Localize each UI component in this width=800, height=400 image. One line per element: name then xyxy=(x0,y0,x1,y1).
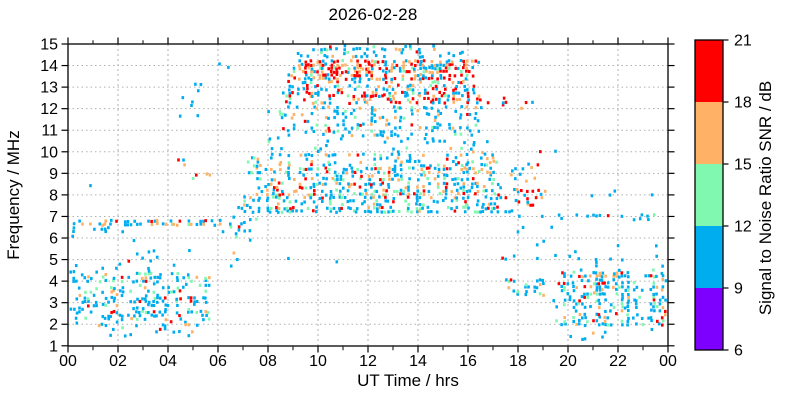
y-tick-label: 7 xyxy=(49,209,58,226)
chart-title: 2026-02-28 xyxy=(328,5,418,24)
y-tick-label: 12 xyxy=(40,101,58,118)
y-tick-label: 6 xyxy=(49,231,58,248)
y-tick-label: 9 xyxy=(49,166,58,183)
colorbar-segment xyxy=(695,102,723,164)
y-tick-label: 3 xyxy=(49,295,58,312)
x-tick-label: 22 xyxy=(609,353,627,370)
colorbar-tick-label: 12 xyxy=(734,219,752,236)
y-tick-label: 14 xyxy=(40,58,58,75)
colorbar-segment xyxy=(695,226,723,288)
colorbar-segment xyxy=(695,40,723,102)
colorbar-tick-label: 6 xyxy=(734,343,743,360)
y-tick-label: 10 xyxy=(40,144,58,161)
grid-lines xyxy=(68,44,668,346)
y-tick-label: 4 xyxy=(49,274,58,291)
x-axis-label: UT Time / hrs xyxy=(357,371,459,390)
x-tick-label: 10 xyxy=(309,353,327,370)
y-tick-label: 15 xyxy=(40,37,58,54)
y-tick-label: 8 xyxy=(49,187,58,204)
x-tick-label: 00 xyxy=(659,353,677,370)
colorbar-tick-label: 18 xyxy=(734,95,752,112)
x-tick-label: 08 xyxy=(259,353,277,370)
colorbar-segment xyxy=(695,164,723,226)
x-tick-label: 16 xyxy=(459,353,477,370)
x-tick-label: 18 xyxy=(509,353,527,370)
x-tick-label: 12 xyxy=(359,353,377,370)
y-tick-label: 2 xyxy=(49,317,58,334)
scatter-points-layer xyxy=(69,44,668,341)
colorbar-segment xyxy=(695,288,723,350)
x-tick-label: 20 xyxy=(559,353,577,370)
x-tick-label: 02 xyxy=(109,353,127,370)
y-tick-label: 13 xyxy=(40,80,58,97)
x-tick-label: 00 xyxy=(59,353,77,370)
x-tick-label: 14 xyxy=(409,353,427,370)
colorbar-tick-label: 21 xyxy=(734,33,752,50)
y-tick-label: 5 xyxy=(49,252,58,269)
colorbar-tick-label: 15 xyxy=(734,157,752,174)
x-tick-label: 04 xyxy=(159,353,177,370)
colorbar: 6 9 12 15 18 21 xyxy=(694,33,752,360)
y-tick-label: 1 xyxy=(49,338,58,355)
x-tick-label: 06 xyxy=(209,353,227,370)
colorbar-tick-label: 9 xyxy=(734,281,743,298)
axes-frame: 00 02 04 06 08 10 12 14 16 18 20 22 0012345678910111… xyxy=(40,37,677,370)
y-tick-label: 11 xyxy=(41,123,58,140)
